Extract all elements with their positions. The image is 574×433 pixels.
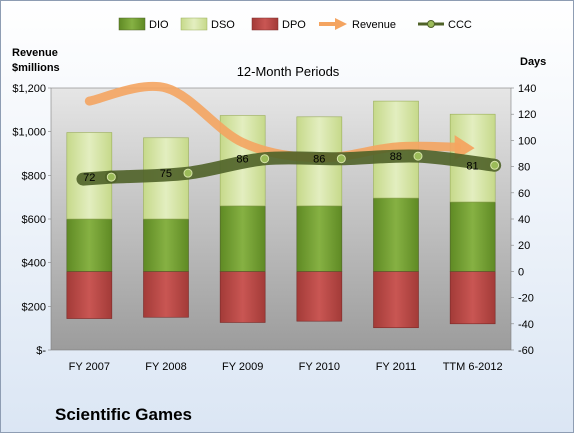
legend-swatch-dio (118, 17, 146, 31)
ccc-data-label: 86 (313, 154, 325, 166)
category-labels: FY 2007 FY 2008 FY 2009 FY 2010 FY 2011 TTM 6… (69, 361, 503, 373)
ccc-line-group: 72 75 86 86 88 81 (76, 149, 502, 186)
ccc-point (413, 151, 423, 161)
dio-bar (219, 205, 266, 272)
category-label: FY 2011 (376, 361, 417, 373)
ccc-point (260, 154, 270, 164)
ccc-data-label: 75 (160, 168, 172, 180)
legend: DIO DSO DPO Revenue CCC (118, 17, 472, 31)
legend-swatch-dpo (251, 17, 279, 31)
dio-bar (143, 218, 189, 272)
legend-label-ccc: CCC (448, 19, 472, 31)
dpo-bar (219, 271, 266, 323)
ccc-data-label: 72 (83, 172, 95, 184)
dio-bar (449, 201, 496, 272)
left-tick-label: $600 (22, 214, 46, 226)
legend-label-revenue: Revenue (352, 19, 396, 31)
right-tick-label: -40 (518, 319, 534, 331)
ccc-data-label: 88 (390, 151, 402, 163)
left-tick-label: $200 (22, 301, 46, 313)
plot-area (50, 87, 512, 351)
left-tick-label: $1,000 (12, 127, 46, 139)
right-tick-label: 100 (518, 135, 536, 147)
chart-subtitle: 12-Month Periods (237, 64, 340, 79)
dpo-bar (296, 271, 343, 322)
left-tick-label: $400 (22, 258, 46, 270)
right-axis-title: Days (520, 56, 546, 68)
dio-bar (66, 218, 113, 272)
left-tick-label: $- (36, 345, 46, 357)
category-label: FY 2008 (145, 361, 186, 373)
dpo-bar (66, 271, 113, 319)
category-label: FY 2010 (299, 361, 340, 373)
right-tick-label: -60 (518, 345, 534, 357)
dpo-bar (143, 271, 189, 318)
legend-swatch-revenue (319, 18, 347, 30)
ccc-point (490, 160, 500, 170)
right-tick-label: 20 (518, 240, 530, 252)
right-tick-label: 0 (518, 266, 524, 278)
ccc-point (106, 172, 116, 182)
revenue-line (84, 81, 462, 163)
legend-swatch-ccc (418, 20, 444, 28)
right-tick-label: 40 (518, 214, 530, 226)
ccc-line (104, 149, 502, 184)
category-label: TTM 6-2012 (443, 361, 503, 373)
right-tick-label: 80 (518, 162, 530, 174)
ccc-data-label: 86 (236, 154, 248, 166)
left-axis-title-line1: Revenue (12, 47, 58, 59)
ccc-point (336, 154, 346, 164)
company-name: Scientific Games (55, 405, 192, 424)
ccc-data-label: 81 (466, 160, 478, 172)
right-tick-label: 120 (518, 109, 536, 121)
legend-label-dio: DIO (149, 19, 169, 31)
legend-label-dso: DSO (211, 19, 235, 31)
dio-bar (373, 197, 419, 272)
legend-label-dpo: DPO (282, 19, 306, 31)
right-tick-label: 140 (518, 83, 536, 95)
left-tick-label: $1,200 (12, 83, 46, 95)
legend-swatch-dso (180, 17, 208, 31)
left-axis-ticks: $- $200 $400 $600 $800 $1,000 $1,200 (12, 83, 51, 357)
category-label: FY 2009 (222, 361, 263, 373)
ccc-line-start (76, 170, 118, 186)
category-label: FY 2007 (69, 361, 110, 373)
ccc-point (183, 168, 193, 178)
right-axis-ticks: -60 -40 -20 0 20 40 60 80 100 120 140 (511, 83, 536, 357)
dpo-bar (373, 271, 419, 329)
left-tick-label: $800 (22, 170, 46, 182)
dio-bar (296, 205, 343, 272)
right-tick-label: 60 (518, 188, 530, 200)
right-tick-label: -20 (518, 293, 534, 305)
dpo-bar (449, 271, 496, 325)
left-axis-title-line2: $millions (12, 62, 60, 74)
